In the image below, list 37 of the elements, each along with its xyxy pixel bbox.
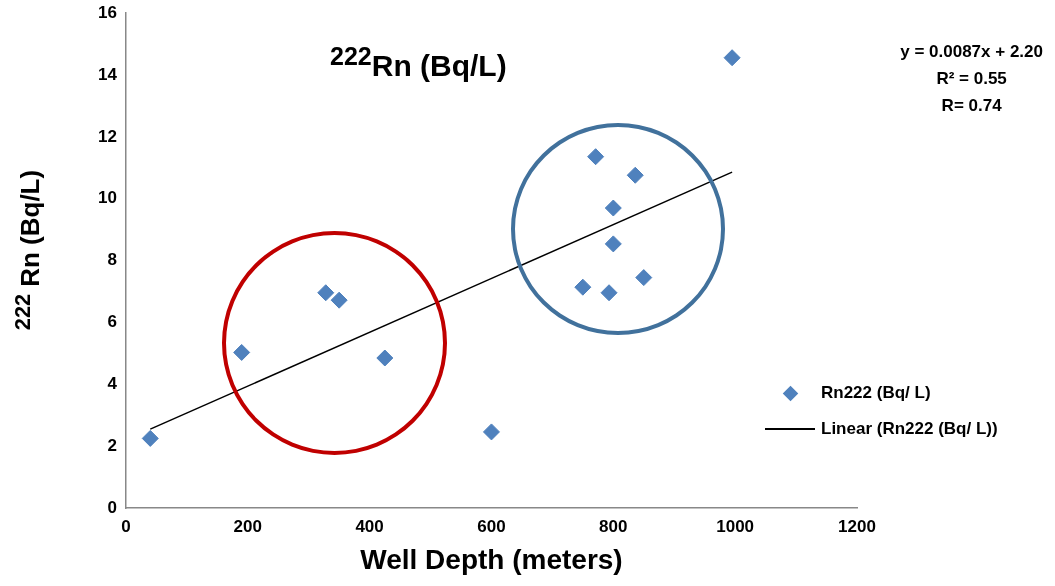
x-tick-label: 400 [355, 516, 384, 536]
y-tick-label: 8 [107, 250, 117, 270]
text: y = 0.0087x + 2.20 [900, 42, 1043, 61]
y-tick-label: 6 [107, 312, 117, 332]
text: R= 0.74 [941, 96, 1002, 115]
point [317, 284, 335, 302]
x-tick-label: 600 [477, 516, 506, 536]
x-tick-label: 0 [121, 516, 131, 536]
point [376, 349, 394, 367]
y-tick-label: 4 [107, 373, 118, 393]
y-tick-label: 2 [107, 435, 117, 455]
point [626, 166, 644, 184]
point [604, 235, 622, 253]
legend-label: Rn222 (Bq/ L) [821, 383, 931, 403]
x-tick-label: 1000 [716, 516, 755, 536]
point [233, 343, 251, 361]
point [723, 49, 741, 67]
point [587, 148, 605, 166]
point [604, 199, 622, 217]
y-tick-label: 12 [97, 126, 117, 146]
point [600, 284, 618, 302]
point [330, 291, 348, 309]
point [141, 429, 159, 447]
y-tick-label: 10 [97, 188, 117, 208]
y-tick-label: 14 [97, 64, 118, 84]
point [574, 278, 592, 296]
x-tick-label: 1200 [838, 516, 876, 536]
y-tick-label: 16 [97, 2, 117, 22]
x-tick-label: 200 [233, 516, 262, 536]
y-tick-label: 0 [107, 497, 117, 517]
point [482, 423, 500, 441]
legend-label: Linear (Rn222 (Bq/ L)) [821, 419, 998, 439]
x-tick-label: 800 [599, 516, 628, 536]
text: $^{222}$Rn (Bq/L) [330, 42, 507, 83]
x-axis-title: Well Depth (meters) [360, 543, 623, 575]
point [635, 269, 653, 287]
text: R² = 0.55 [936, 69, 1007, 88]
